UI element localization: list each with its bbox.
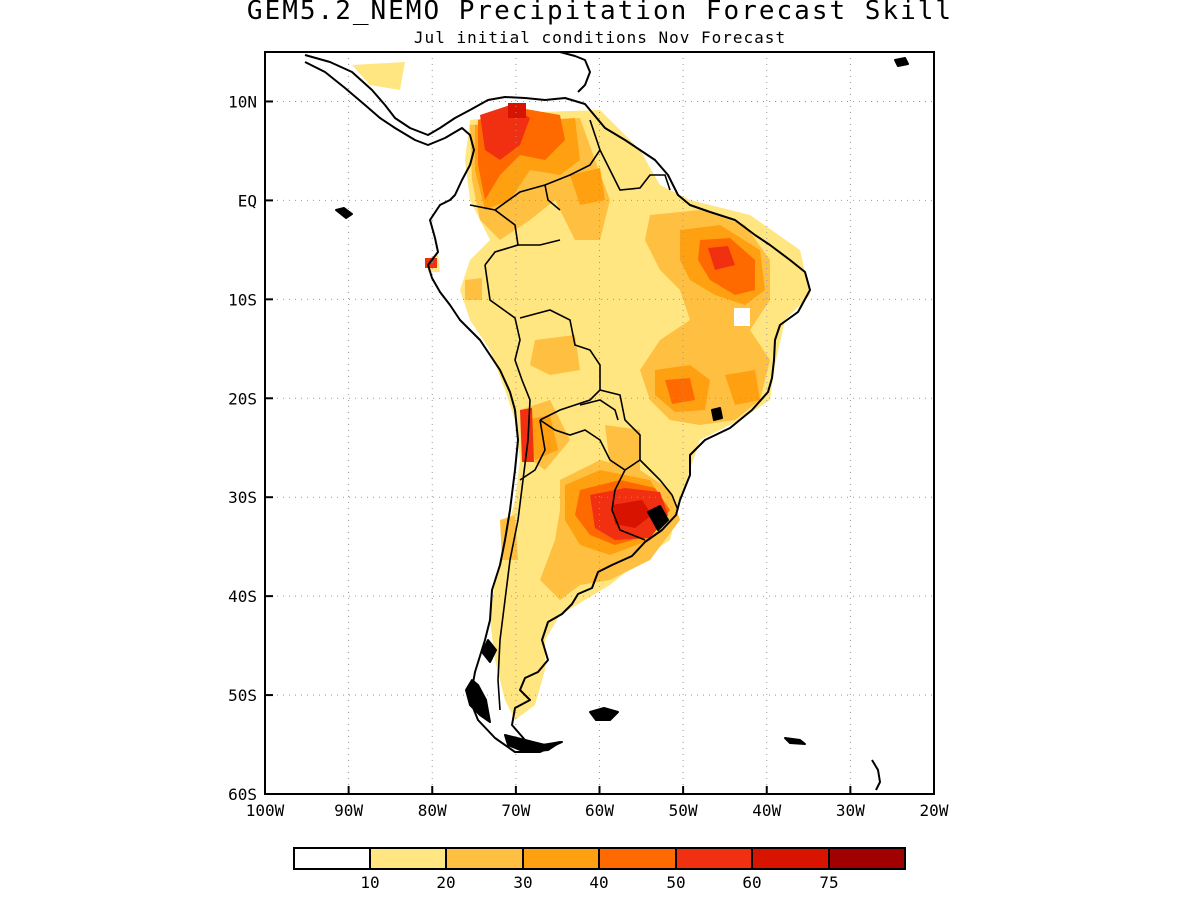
map-title: GEM5.2_NEMO Precipitation Forecast Skill <box>246 0 954 26</box>
lat-tick-label: 10S <box>228 290 257 309</box>
map-subtitle: Jul initial conditions Nov Forecast <box>413 28 787 47</box>
lon-tick-label: 70W <box>501 801 530 820</box>
lat-tick-label: 60S <box>228 785 257 804</box>
lon-tick-label: 40W <box>752 801 781 820</box>
legend-colorbar: 10 20 30 40 50 60 75 <box>293 847 906 892</box>
lon-tick-label: 30W <box>836 801 865 820</box>
lon-tick-label: 20W <box>920 801 949 820</box>
lat-tick-label: 30S <box>228 488 257 507</box>
axis-ticks: 100W 90W 80W 70W 60W 50W 40W 30W 20W 10N EQ 10S 20S 3… <box>228 92 949 820</box>
lon-tick-label: 80W <box>418 801 447 820</box>
legend-label: 75 <box>819 873 838 892</box>
lon-tick-label: 60W <box>585 801 614 820</box>
legend-label: 30 <box>513 873 532 892</box>
legend-label: 50 <box>666 873 685 892</box>
shading-60-75 <box>508 103 652 528</box>
lat-tick-label: 20S <box>228 389 257 408</box>
lat-tick-label: 10N <box>228 92 257 111</box>
legend-label: 40 <box>589 873 608 892</box>
lat-tick-label: 40S <box>228 587 257 606</box>
lat-tick-label: EQ <box>238 191 257 210</box>
lon-tick-label: 90W <box>334 801 363 820</box>
legend-label: 60 <box>742 873 761 892</box>
skill-shading <box>352 62 810 720</box>
south-america-coastline-icon <box>304 52 909 791</box>
legend-label: 10 <box>360 873 379 892</box>
legend-label: 20 <box>436 873 455 892</box>
lat-tick-label: 50S <box>228 686 257 705</box>
lon-tick-label: 100W <box>246 801 285 820</box>
map-gridlines <box>265 52 934 794</box>
lon-tick-label: 50W <box>669 801 698 820</box>
country-borders-icon <box>469 119 679 711</box>
